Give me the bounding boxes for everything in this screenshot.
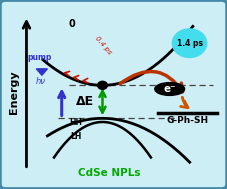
Text: hν: hν [36, 77, 46, 86]
Text: G-Ph-SH: G-Ph-SH [166, 116, 208, 125]
Text: HH: HH [69, 118, 83, 127]
Circle shape [172, 29, 207, 57]
Text: 0.4 ps: 0.4 ps [94, 35, 113, 55]
Circle shape [98, 81, 107, 89]
Text: ΔE: ΔE [76, 95, 94, 108]
Polygon shape [36, 69, 47, 75]
Ellipse shape [155, 83, 185, 95]
Text: Energy: Energy [9, 71, 19, 115]
Text: LH: LH [70, 132, 82, 141]
Text: e⁻: e⁻ [163, 84, 176, 94]
Text: CdSe NPLs: CdSe NPLs [78, 168, 140, 178]
Text: pump: pump [27, 53, 52, 62]
Text: 0: 0 [68, 19, 75, 29]
Text: 1.4 ps: 1.4 ps [177, 39, 202, 48]
